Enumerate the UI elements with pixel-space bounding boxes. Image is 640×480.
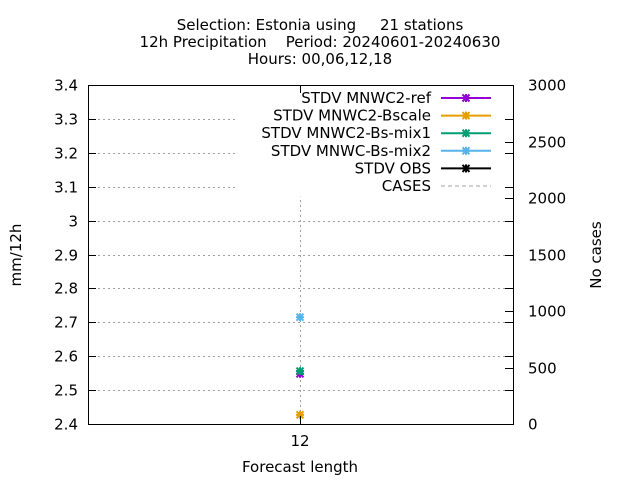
legend-label: STDV MNWC2-Bs-mix1	[261, 124, 431, 142]
y-tick-label: 3	[68, 213, 78, 231]
title-line: Selection: Estonia using 21 stations	[177, 16, 464, 34]
y2-tick-label: 2500	[528, 134, 566, 152]
x-tick-label: 12	[290, 432, 309, 450]
legend-marker	[461, 93, 471, 103]
chart-title: Selection: Estonia using 21 stations12h …	[140, 16, 501, 68]
y-axis: 2.4 2.5 2.6 2.7 2.8 2.9 3 3.1 3.2 3.3 3.4	[54, 77, 513, 434]
y-tick-label: 3.2	[54, 145, 78, 163]
legend-marker	[461, 111, 471, 120]
y2-tick-label: 500	[528, 360, 557, 378]
legend-marker	[461, 164, 471, 173]
data-point	[295, 366, 305, 376]
y2-tick-label: 0	[528, 416, 538, 434]
legend-label: STDV MNWC-Bs-mix2	[271, 142, 431, 160]
y2-tick-label: 3000	[528, 77, 566, 95]
legend-label: CASES	[382, 177, 431, 195]
y2-axis: 0 500 1000 1500 2000 2500 3000	[505, 77, 566, 434]
y-tick-label: 2.4	[54, 416, 78, 434]
y2-tick-label: 1500	[528, 247, 566, 265]
title-line: 12h Precipitation Period: 20240601-20240…	[140, 33, 501, 51]
title-line: Hours: 00,06,12,18	[248, 50, 392, 68]
legend-label: STDV OBS	[355, 159, 431, 177]
y-axis-label: mm/12h	[7, 224, 25, 287]
y-tick-label: 2.9	[54, 247, 78, 265]
y-tick-label: 2.8	[54, 280, 78, 298]
legend-background	[235, 89, 511, 197]
x-axis-label: Forecast length	[242, 458, 358, 476]
data-point	[295, 313, 305, 322]
legend-label: STDV MNWC2-Bscale	[273, 107, 431, 125]
legend-marker	[461, 128, 471, 138]
y-tick-label: 2.5	[54, 382, 78, 400]
y2-tick-label: 2000	[528, 190, 566, 208]
legend-marker	[461, 146, 471, 156]
y-tick-label: 2.7	[54, 314, 78, 332]
y-tick-label: 3.4	[54, 77, 78, 95]
legend-label: STDV MNWC2-ref	[301, 89, 431, 107]
x-axis: 12	[290, 85, 310, 450]
y-tick-label: 3.3	[54, 111, 78, 129]
y2-axis-label: No cases	[587, 221, 605, 289]
y-tick-label: 2.6	[54, 348, 78, 366]
y-tick-label: 3.1	[54, 179, 78, 197]
y2-tick-label: 1000	[528, 303, 566, 321]
